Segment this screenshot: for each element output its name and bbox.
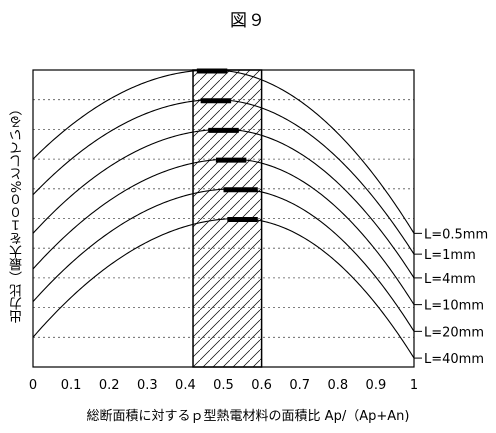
x-tick-labels: 0 0.1 0.2 0.3 0.4 0.5 0.6 0.7 0.8 0.9 1 — [29, 378, 418, 393]
series-label: L=10mm — [424, 299, 484, 314]
series-label: L=0.5mm — [424, 227, 488, 242]
x-tick-label: 0.4 — [175, 378, 196, 393]
x-tick-label: 0.8 — [327, 378, 348, 393]
curve-labels: L=0.5mm L=1mm L=4mm L=10mm L=20mm L=40mm — [414, 227, 488, 367]
x-tick-label: 0 — [29, 378, 37, 393]
x-tick-label: 0.2 — [99, 378, 120, 393]
x-tick-label: 0.5 — [213, 378, 234, 393]
series-label: L=40mm — [424, 352, 484, 367]
x-axis-label: 総断面積に対するｐ型熱電材料の面積比 Ap/（Ap+An) — [0, 405, 496, 424]
series-label: L=4mm — [424, 272, 476, 287]
series-label: L=20mm — [424, 325, 484, 340]
x-tick-label: 0.7 — [289, 378, 310, 393]
x-tick-label: 0.1 — [61, 378, 82, 393]
x-tick-label: 0.3 — [137, 378, 158, 393]
x-tick-label: 0.9 — [366, 378, 387, 393]
x-tick-label: 1 — [410, 378, 418, 393]
series-label: L=1mm — [424, 248, 476, 263]
x-tick-label: 0.6 — [251, 378, 272, 393]
y-axis-label: 出力比（最大を１００%としている） — [6, 68, 30, 358]
